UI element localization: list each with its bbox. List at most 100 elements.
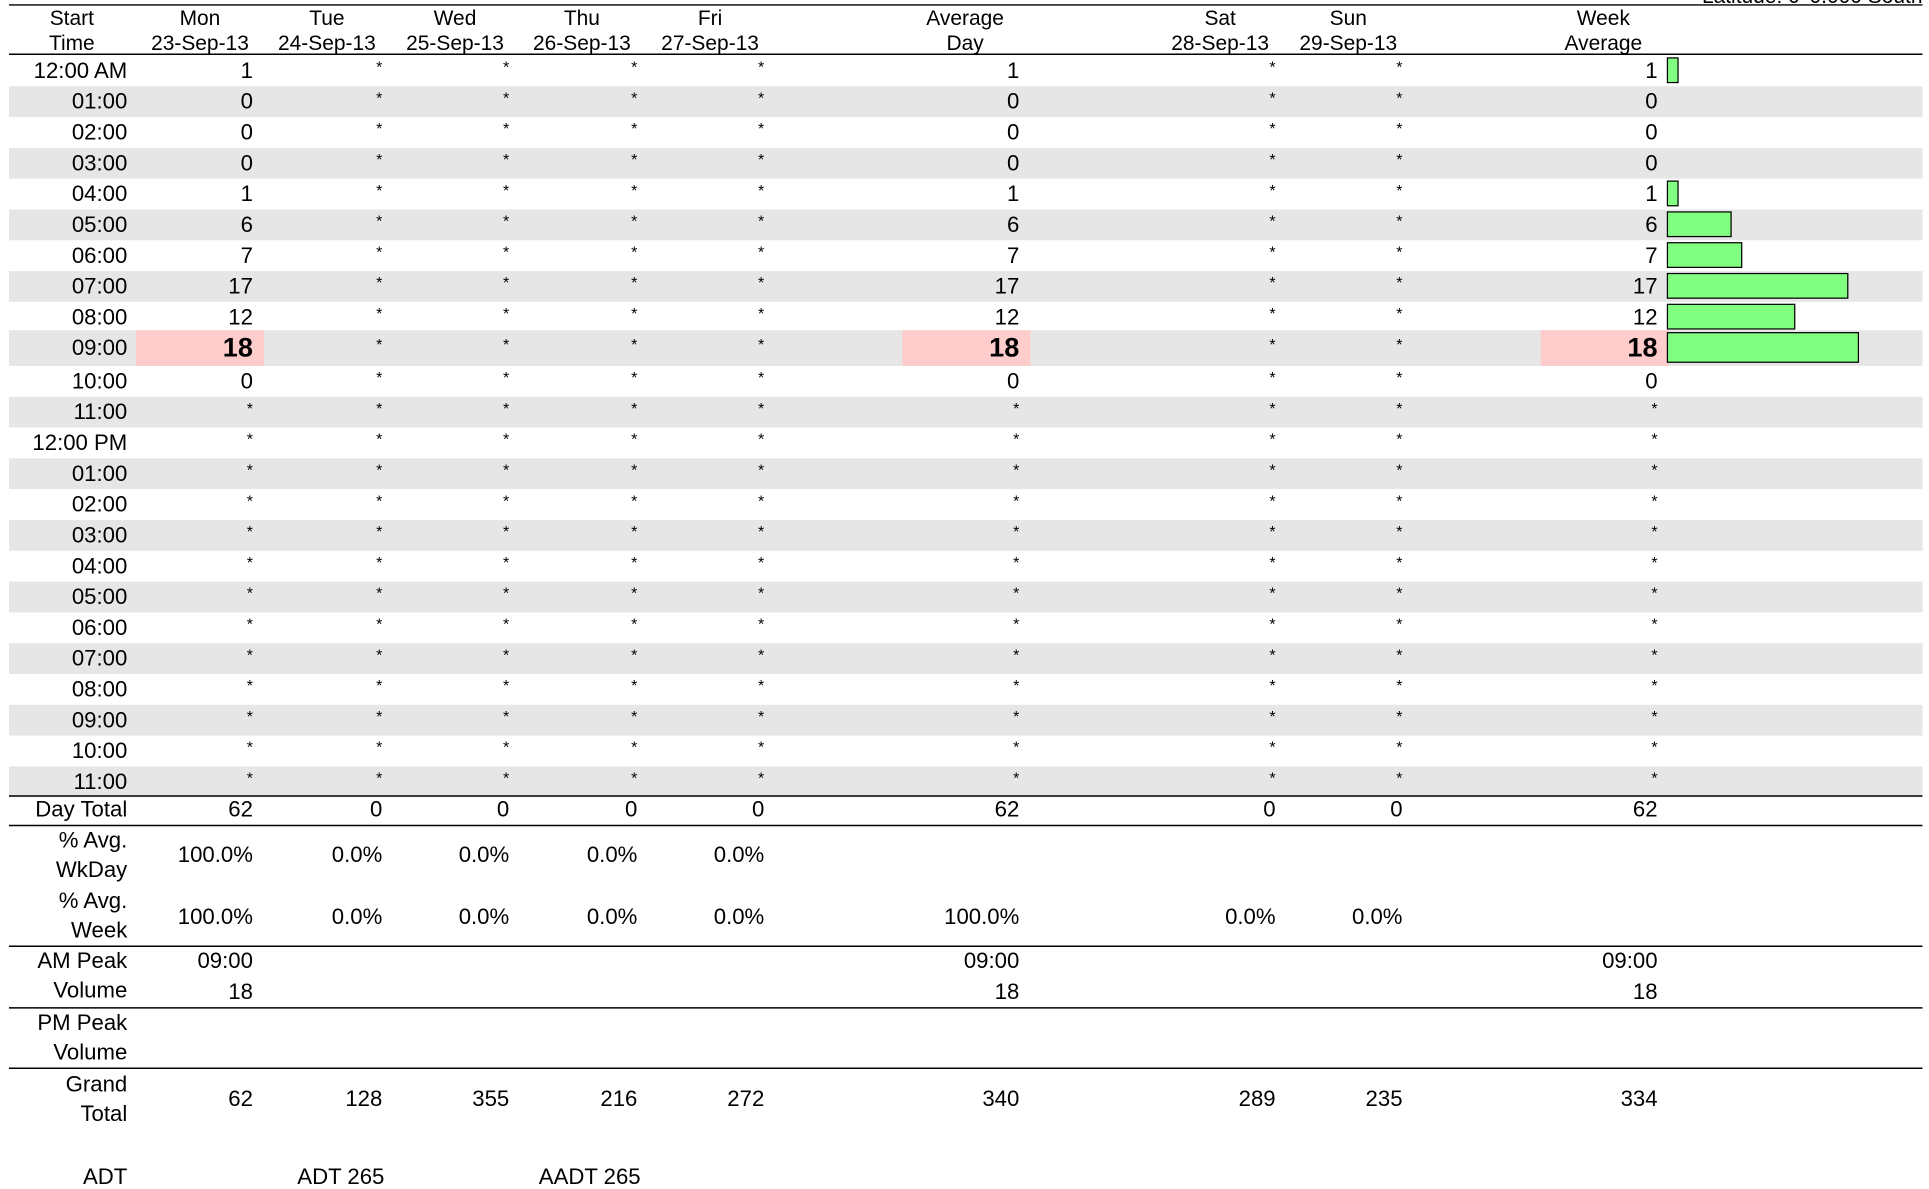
cell: * (758, 555, 764, 572)
cell: 216 (600, 1086, 637, 1111)
cell: * (376, 152, 382, 169)
week-bar (1666, 303, 1796, 330)
column-header: 29-Sep-13 (1299, 32, 1397, 55)
cell: * (376, 709, 382, 726)
week-bar (1666, 211, 1732, 238)
cell: * (247, 432, 253, 449)
cell: * (631, 183, 637, 200)
cell: * (503, 524, 509, 541)
time-label: 09:00 (72, 335, 127, 360)
cell: * (1396, 647, 1402, 664)
cell: * (1396, 214, 1402, 231)
cell: * (1269, 275, 1275, 292)
cell: * (247, 617, 253, 634)
cell: * (376, 401, 382, 418)
cell: * (376, 586, 382, 603)
row-shade (8, 643, 1923, 674)
row-label: Week (71, 917, 128, 942)
cell: * (247, 555, 253, 572)
cell: * (1396, 555, 1402, 572)
week-bar (1666, 272, 1849, 299)
cell: 12 (1633, 304, 1658, 329)
cell: * (1013, 493, 1019, 510)
cell: * (503, 183, 509, 200)
cell: * (1396, 337, 1402, 354)
cell: * (1396, 152, 1402, 169)
cell: 62 (1633, 797, 1658, 822)
cell: * (631, 370, 637, 387)
cell: * (247, 771, 253, 788)
column-header: 25-Sep-13 (406, 32, 504, 55)
time-label: 06:00 (72, 243, 127, 268)
cell: 235 (1366, 1086, 1403, 1111)
cell: * (503, 121, 509, 138)
column-header: 24-Sep-13 (278, 32, 376, 55)
cell: * (631, 337, 637, 354)
cell: 100.0% (178, 904, 253, 929)
cell: * (1396, 121, 1402, 138)
column-header: 23-Sep-13 (151, 32, 249, 55)
cell: * (503, 586, 509, 603)
cell: 0 (497, 797, 509, 822)
cell: * (376, 306, 382, 323)
cell: * (1013, 524, 1019, 541)
time-label: 04:00 (72, 181, 127, 206)
cell: * (1269, 244, 1275, 261)
cell: * (631, 90, 637, 107)
cell: 0 (625, 797, 637, 822)
cell: * (503, 709, 509, 726)
cell: * (503, 678, 509, 695)
cell: * (1013, 678, 1019, 695)
time-label: 02:00 (72, 492, 127, 517)
cell: * (1651, 647, 1657, 664)
cell: * (1013, 463, 1019, 480)
cell: * (1013, 709, 1019, 726)
time-label: 07:00 (72, 274, 127, 299)
time-label: 08:00 (72, 676, 127, 701)
cell: * (631, 617, 637, 634)
row-label: ADT (83, 1164, 128, 1189)
cell: * (758, 370, 764, 387)
cell: * (1396, 90, 1402, 107)
time-label: 01:00 (72, 461, 127, 486)
aadt-value: AADT 265 (539, 1164, 641, 1189)
cell: 18 (1627, 331, 1657, 362)
cell: 0.0% (1352, 904, 1403, 929)
cell: * (376, 183, 382, 200)
cell: 0 (752, 797, 764, 822)
cell: * (1651, 678, 1657, 695)
cell: 0.0% (332, 842, 383, 867)
cell: * (631, 121, 637, 138)
cell: 0.0% (332, 904, 383, 929)
cell: 0.0% (459, 904, 510, 929)
cell: * (376, 740, 382, 757)
cell: * (376, 555, 382, 572)
cell: * (631, 401, 637, 418)
cell: * (631, 709, 637, 726)
cell: * (1269, 524, 1275, 541)
cell: * (758, 337, 764, 354)
cell: * (503, 463, 509, 480)
cell: * (1269, 493, 1275, 510)
cell: * (758, 214, 764, 231)
row-shade (8, 704, 1923, 736)
row-label: % Avg. (59, 888, 128, 913)
cell: 17 (228, 274, 253, 299)
cell: * (1396, 432, 1402, 449)
cell: * (503, 370, 509, 387)
cell: * (376, 244, 382, 261)
row-shade (8, 581, 1923, 613)
column-header: Day (946, 32, 984, 55)
cell: 128 (345, 1086, 382, 1111)
cell: 1 (1645, 58, 1657, 83)
cell: * (758, 121, 764, 138)
cell: * (1651, 555, 1657, 572)
cell: 1 (1007, 58, 1019, 83)
cell: * (1269, 709, 1275, 726)
cell: * (503, 432, 509, 449)
column-header: Time (49, 32, 95, 55)
cell: * (1651, 617, 1657, 634)
cell: 1 (241, 181, 253, 206)
cell: * (503, 647, 509, 664)
